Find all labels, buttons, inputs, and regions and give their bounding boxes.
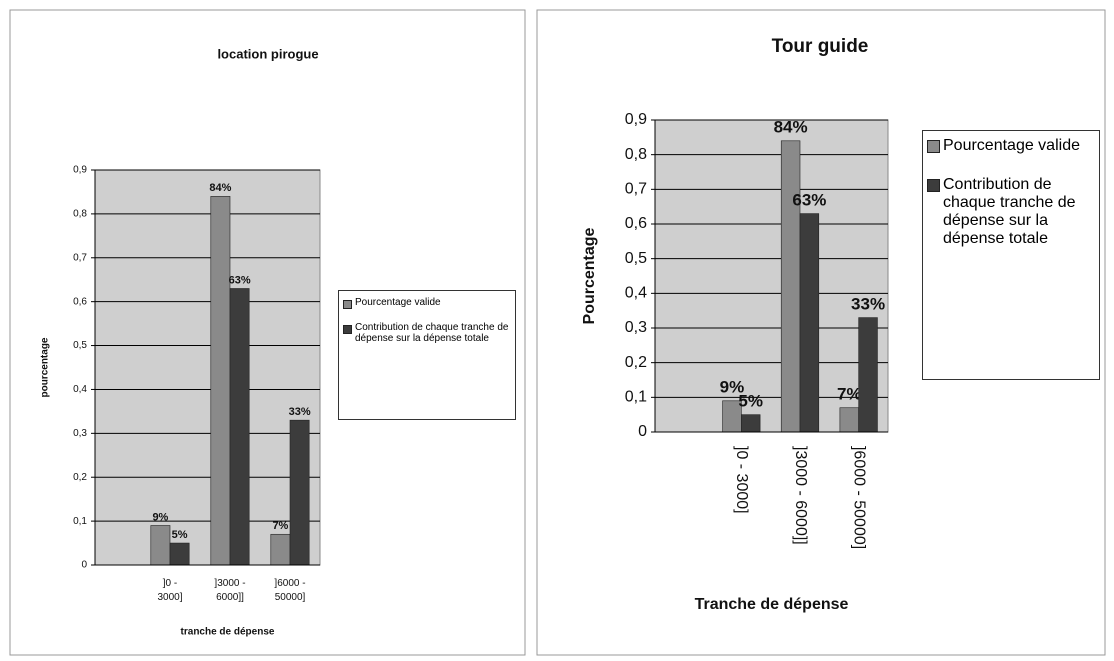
legend-label: Contribution de chaque tranche de dépens… — [943, 175, 1076, 247]
y-tick-label: 0,6 — [625, 215, 647, 232]
y-tick-label: 0,1 — [625, 389, 647, 406]
legend: Pourcentage valide Contribution de chaque… — [922, 130, 1100, 380]
x-tick-label: ]3000 - 6000]] — [792, 446, 809, 545]
legend-swatch — [343, 325, 352, 334]
bar — [780, 140, 801, 433]
y-tick-label: 0,8 — [625, 146, 647, 163]
y-tick-label: 0,9 — [73, 165, 87, 176]
data-label: 63% — [792, 190, 826, 209]
x-tick-label: ]0 -3000] — [157, 578, 182, 603]
panel — [9, 9, 526, 656]
y-tick-label: 0,3 — [73, 428, 87, 439]
y-tick-label: 0,2 — [73, 472, 87, 483]
bar — [210, 196, 231, 566]
legend-item: Contribution de chaque tranche de dépens… — [927, 176, 1095, 248]
data-label: 33% — [851, 294, 885, 313]
y-tick-label: 0 — [638, 423, 647, 440]
y-tick-label: 0,9 — [625, 111, 647, 128]
y-tick-label: 0,8 — [73, 209, 87, 220]
y-tick-label: 0,2 — [625, 354, 647, 371]
legend-label: Pourcentage valide — [355, 297, 441, 308]
data-label: 5% — [738, 391, 763, 410]
x-tick-label: ]3000 -6000]] — [214, 578, 245, 603]
y-tick-label: 0,4 — [625, 285, 647, 302]
legend-label: Pourcentage valide — [943, 137, 1080, 154]
y-tick-label: 0 — [81, 560, 87, 571]
bar — [741, 414, 761, 433]
data-label: 9% — [152, 511, 168, 523]
y-tick-label: 0,5 — [73, 340, 87, 351]
bar — [229, 288, 250, 566]
data-label: 84% — [774, 117, 808, 136]
data-label: 33% — [289, 406, 311, 418]
bar — [799, 213, 820, 433]
data-label: 84% — [209, 182, 231, 194]
y-tick-label: 0,6 — [73, 296, 87, 307]
legend-swatch — [927, 178, 940, 192]
plot-area — [94, 169, 321, 566]
x-tick-label: ]6000 - 50000] — [850, 446, 867, 549]
legend: Pourcentage valide Contribution de chaque… — [338, 290, 516, 420]
bar — [169, 542, 190, 566]
panel — [536, 9, 1106, 656]
x-axis-label: Tranche de dépense — [695, 596, 849, 613]
legend-item: Pourcentage valide — [927, 137, 1095, 155]
y-tick-label: 0,1 — [73, 516, 87, 527]
data-label: 5% — [172, 529, 188, 541]
bar — [270, 533, 291, 566]
legend-item: Pourcentage valide — [343, 297, 511, 309]
legend-swatch — [927, 140, 940, 153]
y-tick-label: 0,3 — [625, 319, 647, 336]
legend-swatch — [343, 300, 352, 309]
data-label: 7% — [272, 520, 288, 532]
x-tick-label: ]0 - 3000] — [733, 446, 750, 514]
bar — [289, 419, 310, 566]
y-tick-label: 0,7 — [73, 252, 87, 263]
data-label: 9% — [720, 377, 745, 396]
bar — [839, 407, 859, 433]
y-axis-label: pourcentage — [40, 337, 51, 397]
y-tick-label: 0,5 — [625, 250, 647, 267]
bar — [150, 525, 171, 566]
chart-title: Tour guide — [772, 36, 869, 57]
y-tick-label: 0,7 — [625, 181, 647, 198]
y-tick-label: 0,4 — [73, 384, 87, 395]
legend-label: Contribution de chaque tranche de dépens… — [355, 322, 509, 344]
x-axis-label: tranche de dépense — [181, 627, 275, 638]
data-label: 7% — [837, 384, 862, 403]
bar — [858, 317, 878, 433]
data-label: 63% — [229, 274, 251, 286]
x-tick-label: ]6000 -50000] — [274, 578, 305, 603]
y-axis-label: Pourcentage — [581, 227, 598, 324]
legend-item: Contribution de chaque tranche de dépens… — [343, 322, 511, 344]
chart-title: location pirogue — [217, 46, 318, 61]
